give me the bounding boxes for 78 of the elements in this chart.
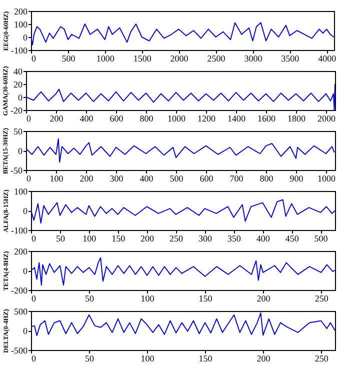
x-tick-label: 600 <box>200 174 214 184</box>
y-tick-label: 0 <box>18 146 23 156</box>
x-tick-label: 150 <box>198 294 213 304</box>
x-tick-label: 1000 <box>96 54 115 64</box>
x-tick-label: 150 <box>112 234 126 244</box>
x-tick-label: 50 <box>56 234 66 244</box>
y-tick-label: 100 <box>14 186 28 196</box>
x-tick-label: 500 <box>314 234 328 244</box>
x-tick-label: 200 <box>80 174 94 184</box>
x-tick-label: 1600 <box>258 114 276 124</box>
x-tick-label: 4000 <box>318 54 337 64</box>
x-tick-label: 2000 <box>170 54 189 64</box>
x-tick-label: 200 <box>256 354 271 364</box>
x-tick-label: 700 <box>230 174 244 184</box>
line-series <box>26 84 335 110</box>
x-tick-label: 200 <box>256 294 271 304</box>
x-tick-label: 450 <box>285 234 300 244</box>
y-tick-label: 0 <box>23 266 28 276</box>
x-tick-label: 2500 <box>207 54 226 64</box>
x-tick-label: 0 <box>32 294 36 304</box>
x-tick-label: 300 <box>198 234 212 244</box>
x-tick-label: 50 <box>85 354 95 364</box>
x-tick-label: 1200 <box>198 114 216 124</box>
x-tick-label: 250 <box>314 294 329 304</box>
x-tick-label: 300 <box>110 174 124 184</box>
line-series <box>31 199 335 224</box>
line-series <box>31 312 335 336</box>
y-tick-label: 40 <box>14 66 23 76</box>
x-tick-label: 500 <box>62 54 76 64</box>
x-tick-label: 150 <box>198 354 213 364</box>
y-tick-label: 0 <box>23 206 28 216</box>
y-tick-label: 0 <box>23 32 28 42</box>
y-tick-label: -100 <box>11 46 28 56</box>
x-tick-label: 1800 <box>288 114 306 124</box>
y-tick-label: 0 <box>18 92 23 102</box>
x-tick-label: 1500 <box>133 54 152 64</box>
y-tick-label: 200 <box>14 6 28 16</box>
x-tick-label: 0 <box>32 354 36 364</box>
x-tick-label: 100 <box>140 354 155 364</box>
y-tick-label: -200 <box>11 286 28 296</box>
x-tick-label: 3500 <box>281 54 300 64</box>
x-tick-label: 200 <box>50 114 64 124</box>
x-tick-label: 200 <box>140 234 155 244</box>
x-tick-label: 3000 <box>244 54 263 64</box>
x-tick-label: 400 <box>80 114 94 124</box>
y-tick-label: -100 <box>11 226 28 236</box>
x-tick-label: 400 <box>256 234 270 244</box>
x-tick-label: 1400 <box>228 114 246 124</box>
x-tick-label: 250 <box>314 354 329 364</box>
y-tick-label: -500 <box>11 346 28 356</box>
x-tick-label: 250 <box>170 234 184 244</box>
x-tick-label: 100 <box>140 294 155 304</box>
y-tick-label: 50 <box>14 126 23 136</box>
line-series <box>26 138 335 163</box>
x-tick-label: 400 <box>140 174 154 184</box>
x-tick-label: 600 <box>110 114 124 124</box>
y-tick-label: 20 <box>14 80 23 90</box>
x-tick-label: 350 <box>227 234 242 244</box>
y-tick-label: 100 <box>14 20 28 30</box>
y-tick-label: 0 <box>23 326 28 336</box>
x-tick-label: 1000 <box>318 174 336 184</box>
x-tick-label: 900 <box>290 174 304 184</box>
x-tick-label: 50 <box>85 294 95 304</box>
line-series <box>31 257 335 286</box>
x-tick-label: 100 <box>82 234 97 244</box>
y-tick-label: 500 <box>14 306 28 316</box>
x-tick-label: 1000 <box>168 114 186 124</box>
x-tick-label: 800 <box>140 114 154 124</box>
y-tick-label: -50 <box>10 166 23 176</box>
x-tick-label: 100 <box>50 174 64 184</box>
x-tick-label: 0 <box>32 54 36 64</box>
line-series <box>31 22 334 46</box>
x-tick-label: 0 <box>32 234 36 244</box>
x-tick-label: 500 <box>170 174 184 184</box>
x-tick-label: 800 <box>260 174 274 184</box>
y-tick-label: -20 <box>10 106 23 116</box>
y-tick-label: 200 <box>14 246 28 256</box>
x-tick-label: 2000 <box>318 114 336 124</box>
